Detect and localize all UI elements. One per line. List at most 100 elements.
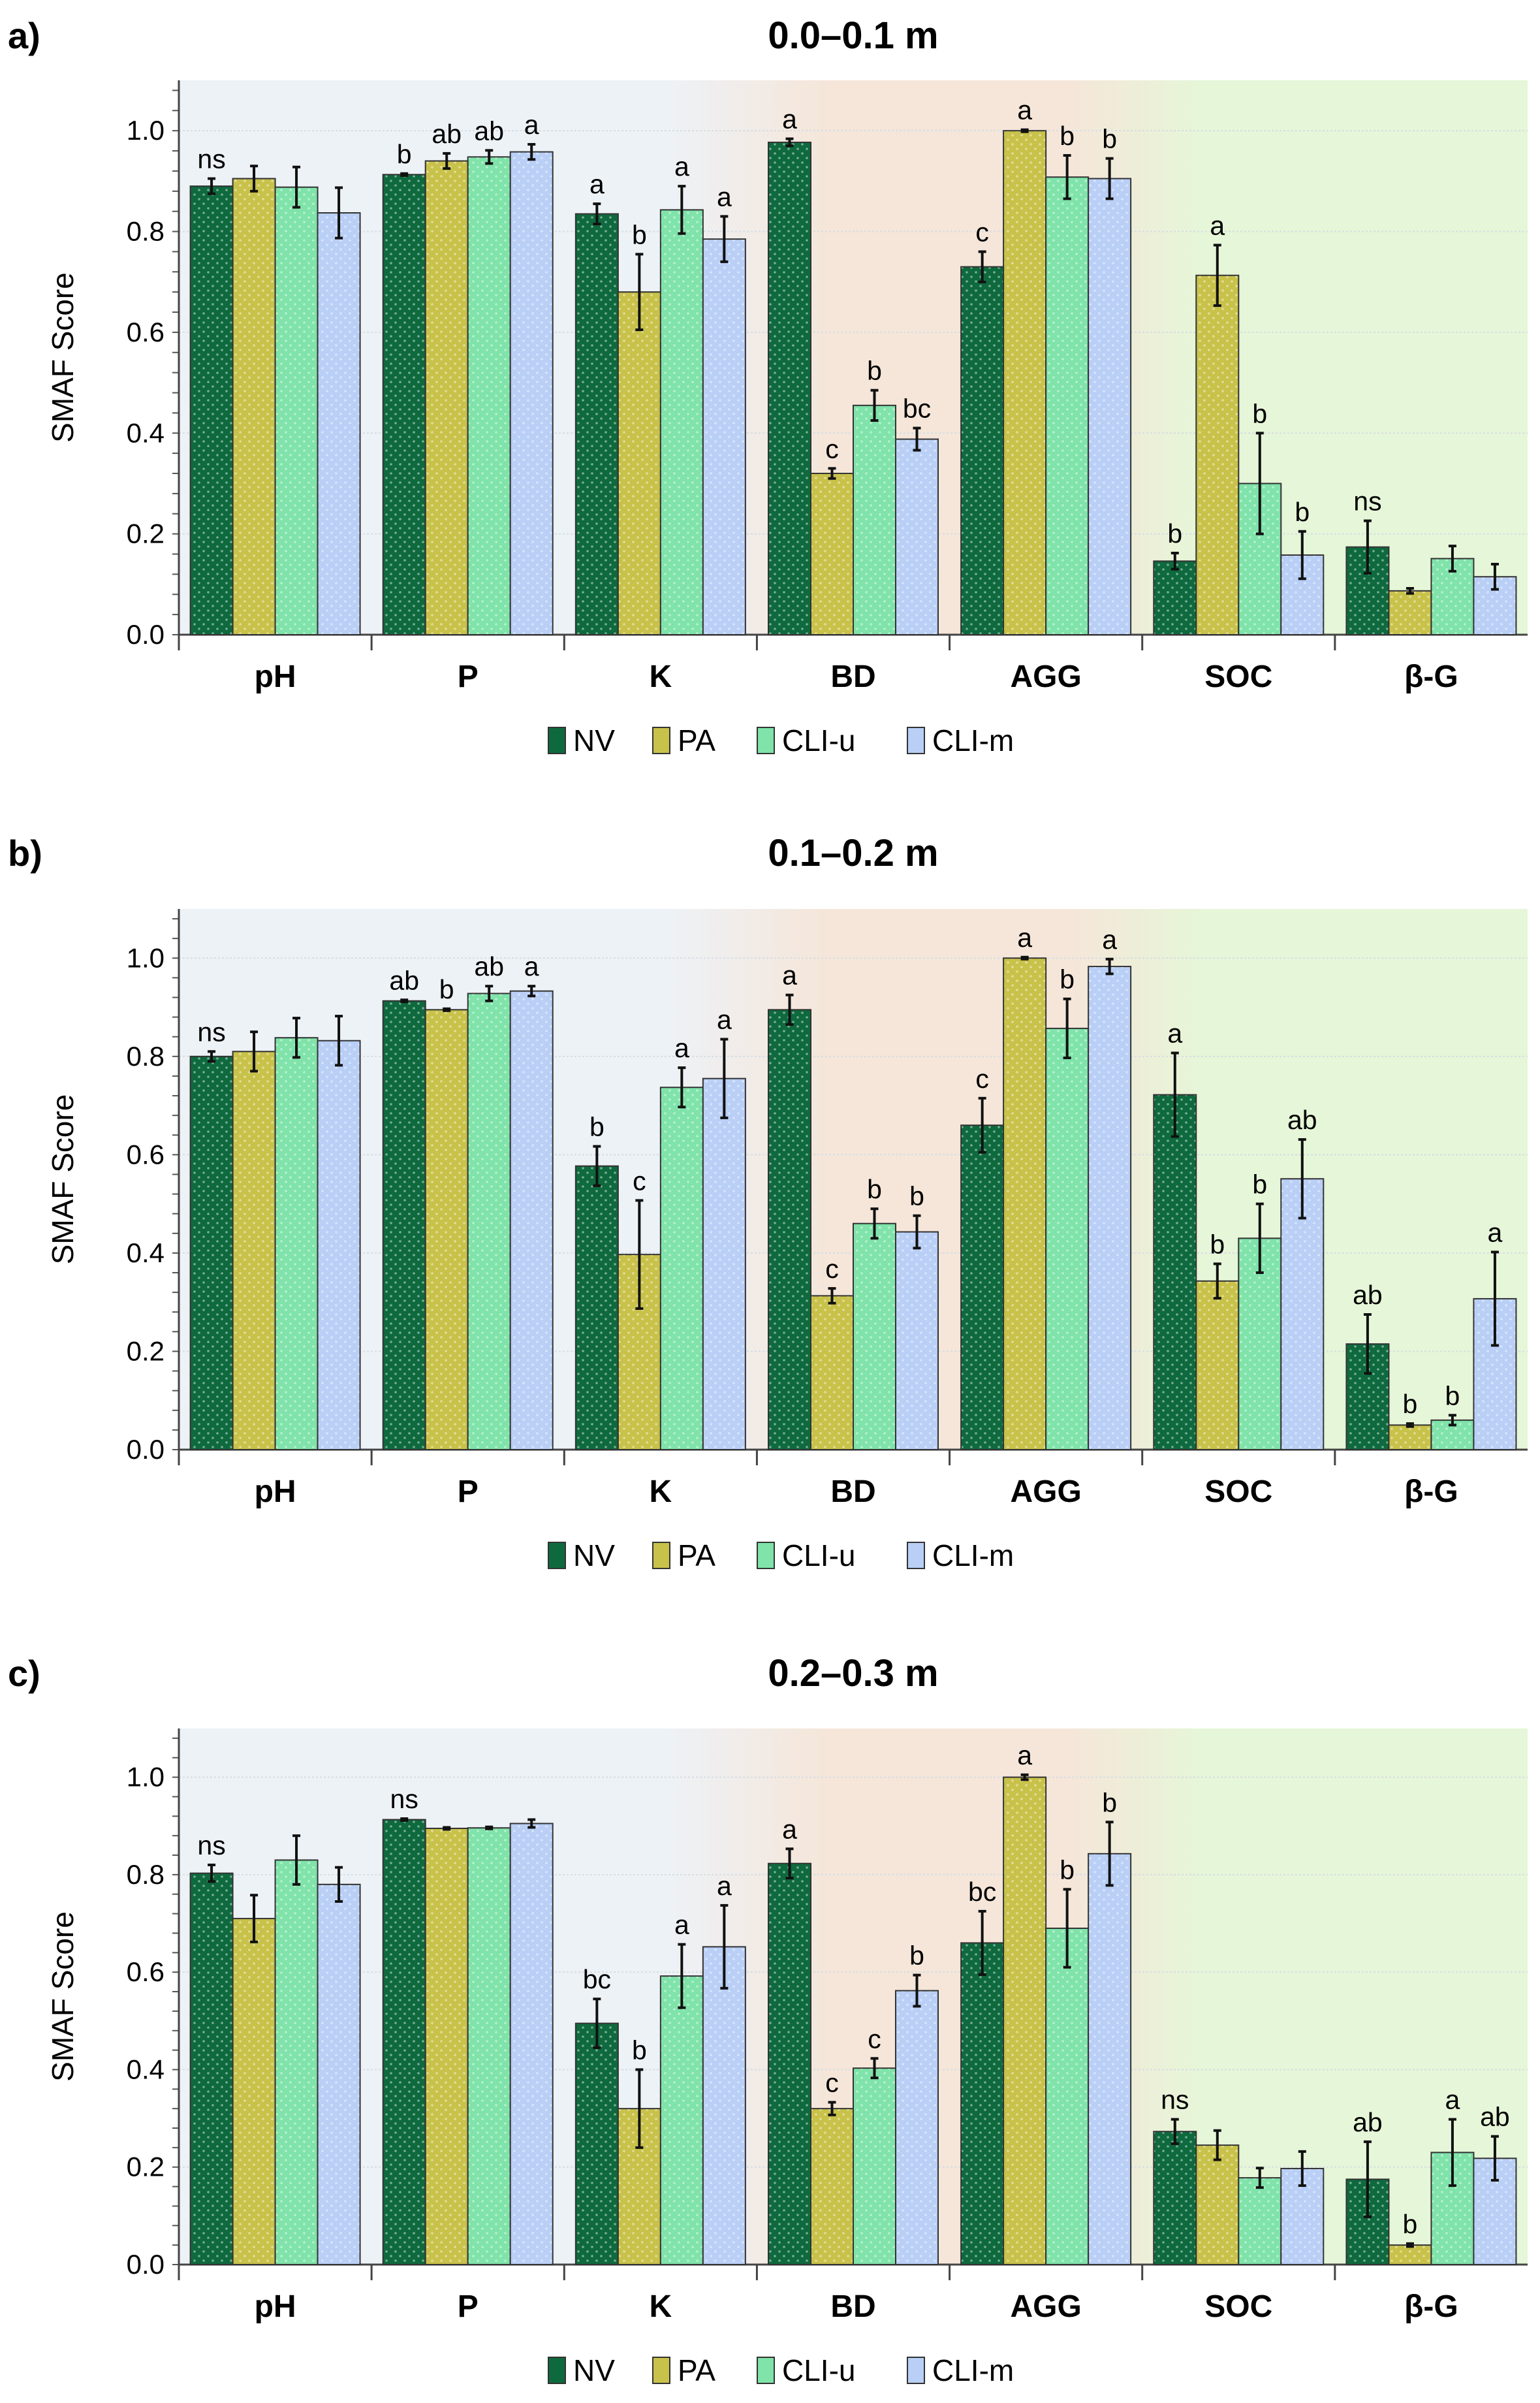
significance-letter: b (1060, 121, 1075, 151)
significance-letter: a (1210, 210, 1225, 240)
significance-letter: ab (474, 951, 504, 981)
bar-pattern (426, 1010, 467, 1449)
significance-letter: b (1445, 1380, 1460, 1410)
panel-c: c) 0.2–0.3 m 0.0 0.2 0.4 0.6 0.8 1.0 SMAF Score p… (8, 1652, 1528, 2387)
bar-pattern (1089, 1854, 1131, 2264)
x-category-label: AGG (1010, 2289, 1081, 2324)
significance-letter: ab (389, 965, 419, 995)
significance-letter: b (1210, 1229, 1225, 1259)
significance-letter: a (1167, 1019, 1182, 1049)
y-tick-label: 0.8 (127, 216, 165, 247)
significance-letter: b (1167, 518, 1182, 549)
y-tick-label: 0.8 (127, 1041, 165, 1072)
significance-letter: a (589, 169, 605, 199)
bar-pattern (1089, 179, 1131, 635)
bar-pattern (1197, 2146, 1238, 2264)
significance-letter: a (717, 182, 732, 212)
significance-letter: c (825, 1254, 839, 1284)
significance-letter: b (1060, 964, 1075, 995)
bar-pattern (703, 1947, 745, 2264)
significance-letter: c (975, 1064, 989, 1094)
panel-label: b) (8, 833, 42, 874)
y-tick-label: 0.0 (127, 2249, 165, 2280)
x-category-label: β-G (1404, 2289, 1458, 2324)
bar-pattern (1154, 1095, 1196, 1449)
significance-letter: b (1252, 398, 1267, 428)
significance-letter: ns (390, 1784, 418, 1814)
bar-pattern (576, 1166, 618, 1449)
y-axis-label: SMAF Score (46, 272, 80, 443)
significance-letter: a (1488, 1217, 1503, 1247)
bar-pattern (1004, 131, 1046, 634)
significance-letter: ns (197, 1017, 225, 1047)
legend-label: NV (573, 2353, 615, 2387)
legend-label: CLI-u (782, 724, 855, 757)
y-axis-label: SMAF Score (46, 1911, 80, 2082)
y-tick-label: 0.8 (127, 1859, 165, 1890)
y-tick-label: 0.4 (127, 2054, 165, 2084)
bar-pattern (511, 152, 552, 635)
legend-swatch-nv (548, 1542, 566, 1569)
x-category-label: AGG (1010, 1474, 1081, 1509)
bar-pattern (661, 210, 702, 634)
bar-pattern (1046, 1028, 1088, 1449)
significance-letter: bc (903, 394, 931, 424)
bar-pattern (576, 214, 618, 634)
bar-pattern (1089, 967, 1131, 1449)
legend-label: PA (678, 724, 715, 757)
x-category-label: β-G (1404, 1474, 1458, 1509)
bar-pattern (576, 2024, 618, 2264)
bar-pattern (1154, 2132, 1196, 2264)
significance-letter: ns (1161, 2085, 1189, 2115)
legend-swatch-cli-u (757, 1542, 775, 1569)
significance-letter: b (867, 356, 882, 386)
significance-letter: b (439, 974, 454, 1004)
y-tick-label: 0.2 (127, 2152, 165, 2182)
bar-pattern (1239, 2178, 1281, 2264)
significance-letter: c (868, 2024, 881, 2054)
bar-pattern (511, 991, 552, 1449)
significance-letter: c (633, 1166, 646, 1196)
bar-pattern (769, 1864, 810, 2264)
significance-letter: a (1102, 925, 1117, 955)
bar-pattern (468, 157, 510, 635)
bar-pattern (318, 1885, 360, 2264)
legend-swatch-cli-m (907, 1542, 925, 1569)
significance-letter: ns (197, 144, 225, 174)
legend-label: CLI-u (782, 1538, 855, 1572)
y-tick-label: 0.6 (127, 1956, 165, 1987)
significance-letter: a (717, 1871, 732, 1901)
bar-pattern (233, 1919, 275, 2264)
bar-pattern (811, 1296, 853, 1449)
significance-letter: c (825, 2067, 839, 2097)
bar-pattern (1389, 591, 1431, 634)
legend-label: PA (678, 2353, 715, 2387)
significance-letter: a (782, 104, 797, 135)
significance-letter: b (1060, 1854, 1075, 1885)
bar-pattern (318, 1041, 360, 1449)
x-category-label: BD (830, 660, 875, 694)
x-category-label: P (458, 2289, 479, 2324)
bar-pattern (318, 213, 360, 635)
significance-letter: a (674, 151, 689, 182)
legend-label: CLI-u (782, 2353, 855, 2387)
bar-pattern (1281, 1179, 1323, 1449)
legend-label: PA (678, 1538, 715, 1572)
x-category-label: P (458, 660, 479, 694)
bar-pattern (962, 1943, 1003, 2264)
bar-pattern (468, 1828, 510, 2264)
significance-letter: b (1102, 1787, 1117, 1817)
y-tick-label: 0.0 (127, 619, 165, 650)
panel-title: 0.0–0.1 m (768, 14, 938, 57)
bar-pattern (275, 1038, 317, 1449)
y-tick-label: 1.0 (127, 115, 165, 146)
significance-letter: b (909, 1941, 924, 1971)
legend-swatch-nv (548, 2357, 566, 2384)
legend-swatch-cli-m (907, 2357, 925, 2384)
significance-letter: b (632, 219, 647, 249)
bar-pattern (661, 1977, 702, 2264)
x-category-label: K (650, 1474, 672, 1509)
bar-pattern (191, 187, 232, 635)
legend-swatch-pa (652, 727, 670, 754)
